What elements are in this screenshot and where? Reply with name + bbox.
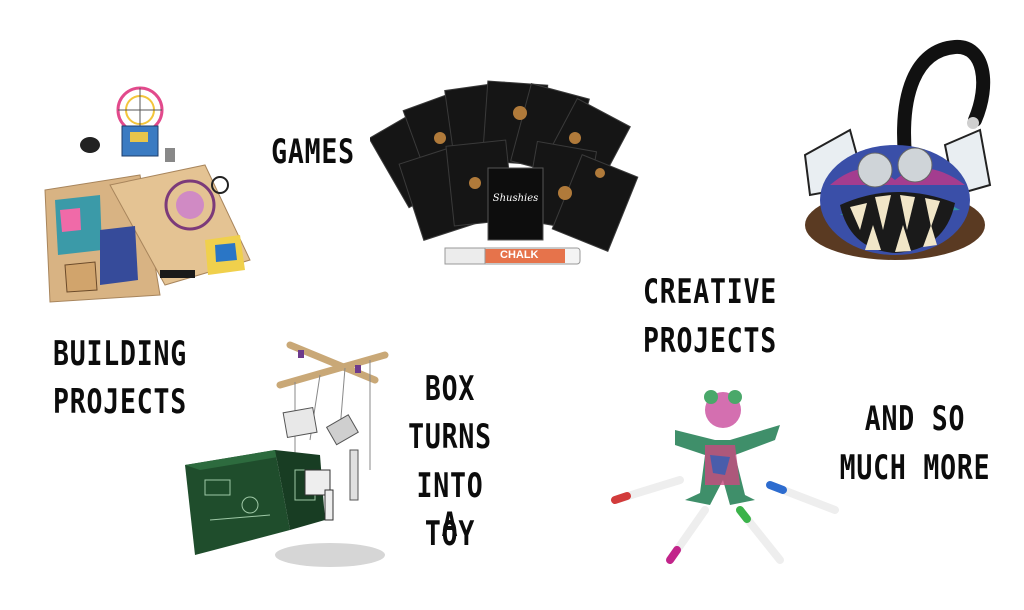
angler-fish-hat-image: [795, 35, 1000, 265]
building-projects-image: [40, 80, 255, 305]
creative-projects-label-line1: CREATIVE: [643, 272, 777, 312]
building-projects-label-line1: BUILDING: [53, 334, 187, 374]
much-more-label-line1: AND SO: [864, 399, 966, 439]
chalk-marker-label: CHALK: [500, 249, 539, 261]
box-toy-label-line3: INTO A: [416, 466, 484, 546]
box-toy-label-line4: TOY: [424, 514, 476, 554]
card-box-title: Shushies: [492, 193, 539, 204]
box-toy-label-line1: BOX: [424, 369, 476, 409]
building-projects-label-line2: PROJECTS: [53, 382, 187, 422]
box-puppet-image: [180, 330, 390, 570]
much-more-label-line2: MUCH MORE: [839, 448, 991, 488]
box-toy-label-line2: TURNS: [408, 417, 492, 457]
creative-projects-label-line2: PROJECTS: [643, 321, 777, 361]
games-label: GAMES: [271, 132, 355, 172]
card-game-image: Shushies CHALK: [370, 68, 660, 278]
doll-markers-image: [605, 385, 845, 570]
